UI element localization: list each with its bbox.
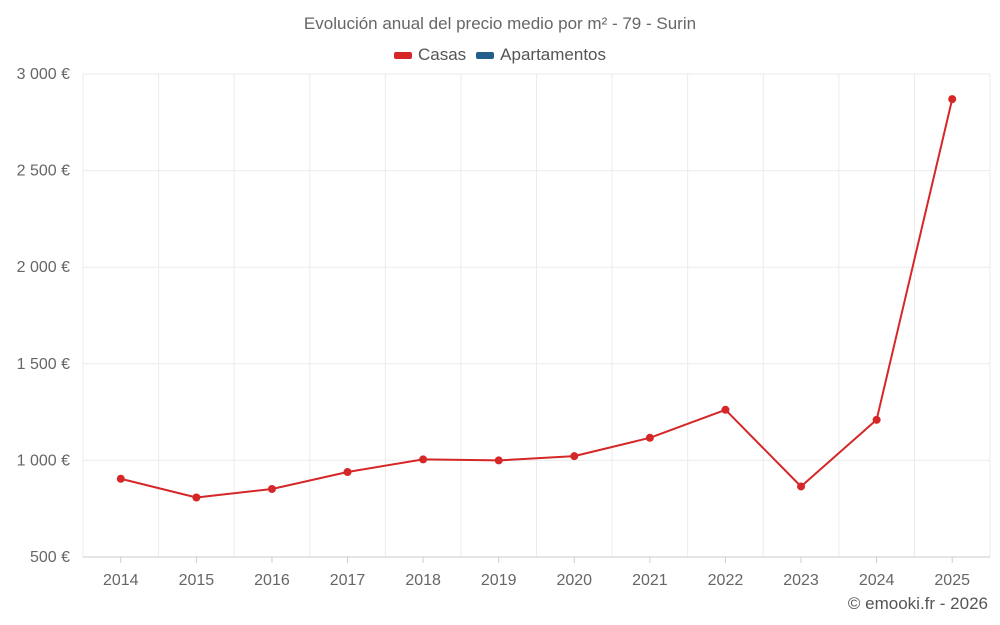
data-point bbox=[721, 405, 730, 414]
legend-label-apartamentos: Apartamentos bbox=[500, 45, 607, 64]
y-tick-label: 1 500 € bbox=[17, 356, 70, 373]
x-tick-label: 2025 bbox=[934, 572, 970, 589]
copyright-text: © emooki.fr - 2026 bbox=[847, 594, 988, 613]
x-tick-label: 2023 bbox=[783, 572, 819, 589]
data-point bbox=[872, 415, 881, 424]
x-tick-label: 2018 bbox=[405, 572, 441, 589]
data-point bbox=[267, 484, 276, 493]
x-tick-label: 2014 bbox=[103, 572, 139, 589]
y-tick-label: 1 000 € bbox=[17, 452, 70, 469]
x-tick-label: 2015 bbox=[179, 572, 215, 589]
data-point bbox=[116, 474, 125, 483]
data-point bbox=[797, 482, 806, 491]
data-point bbox=[494, 456, 503, 465]
chart-legend: Casas Apartamentos bbox=[0, 45, 1000, 65]
legend-swatch-casas bbox=[393, 51, 412, 59]
x-tick-label: 2024 bbox=[859, 572, 895, 589]
x-tick-label: 2016 bbox=[254, 572, 290, 589]
x-tick-label: 2019 bbox=[481, 572, 517, 589]
series-line-casas bbox=[120, 98, 954, 499]
series bbox=[116, 95, 957, 502]
y-tick-label: 2 000 € bbox=[17, 259, 70, 276]
x-tick-label: 2017 bbox=[330, 572, 366, 589]
x-tick-label: 2022 bbox=[708, 572, 744, 589]
legend-item-casas[interactable]: Casas bbox=[393, 45, 467, 65]
data-point bbox=[570, 452, 579, 461]
grid bbox=[82, 73, 991, 557]
axes: 500 € 1 000 € 1 500 € 2 000 € 2 500 € 3 000 €… bbox=[17, 66, 990, 589]
data-point bbox=[343, 467, 352, 476]
data-point bbox=[645, 433, 654, 442]
y-tick-label: 3 000 € bbox=[17, 66, 70, 83]
data-point bbox=[192, 493, 201, 502]
y-tick-label: 500 € bbox=[30, 549, 70, 566]
legend-swatch-apartamentos bbox=[476, 51, 495, 59]
legend-item-apartamentos[interactable]: Apartamentos bbox=[476, 45, 606, 65]
legend-label-casas: Casas bbox=[417, 45, 467, 64]
x-tick-label: 2021 bbox=[632, 572, 668, 589]
y-tick-label: 2 500 € bbox=[17, 163, 70, 180]
data-point bbox=[948, 95, 957, 104]
x-tick-label: 2020 bbox=[556, 572, 592, 589]
chart-title: Evolución anual del precio medio por m² … bbox=[303, 14, 697, 33]
data-point bbox=[419, 455, 428, 464]
